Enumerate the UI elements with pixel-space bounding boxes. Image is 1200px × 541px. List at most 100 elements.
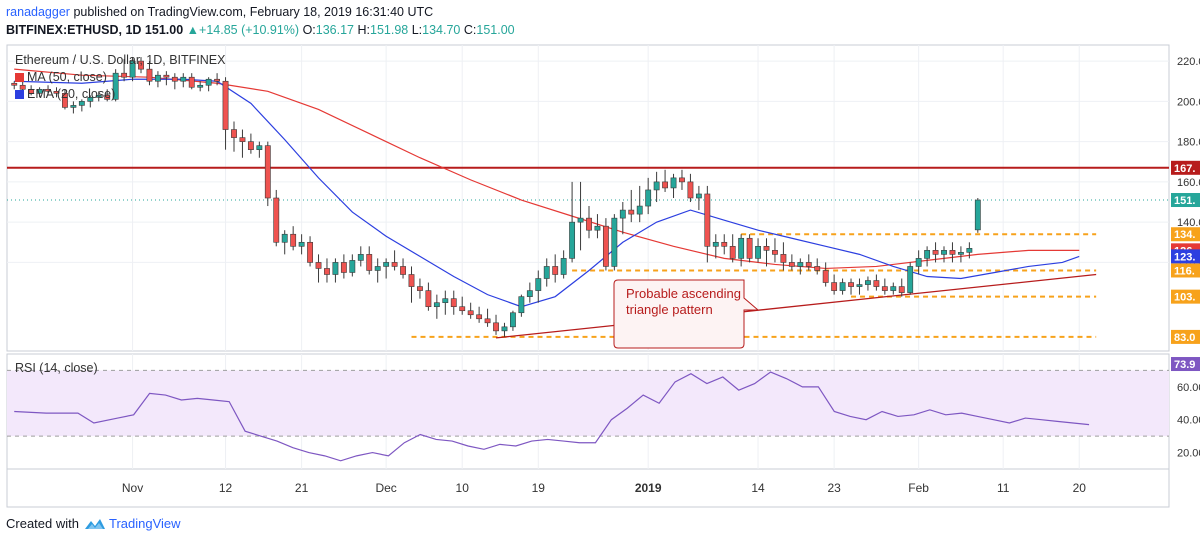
candle-body [433,302,440,308]
candle-body [924,250,931,259]
candle-body [493,322,499,332]
price-label-box [1171,249,1200,264]
legend-rsi: RSI (14, close) [15,361,98,375]
candle-body [467,310,474,316]
candle-body [129,60,136,78]
candle-body [53,91,60,94]
rsi-band [7,370,1169,437]
candle-body [839,282,846,291]
candle-body [408,274,415,287]
candle-body [822,270,829,283]
open-label: O: [302,23,316,37]
candle-body [154,74,161,82]
last-price: 151.00 [144,23,184,37]
low-label: L: [411,23,423,37]
x-tick-label: 23 [827,481,841,495]
candle-body [729,246,736,259]
candle-body [112,72,119,100]
x-tick-label: 2019 [635,481,662,495]
candle-body [45,88,51,92]
candle-body [619,209,626,219]
chart-area[interactable]: Nov 12 21 Dec 10 19 2019 14 23 Feb 11 20 220.00 200.0… [6,44,1200,509]
candle-body [805,262,812,267]
price-label-box [1171,160,1200,175]
candle-body [755,246,761,259]
candle-body [214,78,221,82]
price-label-text: 151. [1174,195,1195,207]
candle-body [400,266,406,275]
candle-body [104,95,111,100]
candle-body [543,266,550,279]
candle-body [78,101,85,106]
candle-body [442,298,449,303]
candle-body [70,105,77,108]
candle-body [476,314,483,320]
price-change-value: +14.85 (+10.91%) [199,23,300,37]
candle-body [383,262,390,267]
candle-body [848,282,854,287]
price-label-text: 83.0 [1174,332,1195,344]
candle-body [788,262,795,267]
candle-body [307,241,313,263]
footer-brand[interactable]: TradingView [108,516,181,531]
candle-body [459,306,466,312]
x-tick-label: 19 [532,481,546,495]
candle-body [662,181,668,189]
author-link[interactable]: ranadagger [6,5,70,19]
candle-body [552,266,559,275]
close-label: C: [463,23,477,37]
candle-body [315,262,322,269]
legend-ma: MA (50, close) [27,70,107,84]
candle-body [746,237,753,259]
candle-body [171,76,178,82]
candle-body [138,60,144,70]
candle-body [188,76,195,88]
candle-body [417,286,423,291]
candle-body [273,197,280,243]
price-label-text: 116. [1174,265,1195,277]
candle-body [704,193,711,247]
close-value: 151.00 [476,23,515,37]
candle-body [941,250,947,255]
price-label-box [1171,227,1200,242]
annotation-callout[interactable]: Probable ascending triangle pattern [613,279,760,349]
candle-body [932,250,939,255]
candle-body [349,260,356,273]
candle-body [772,250,778,255]
publish-header: ranadagger published on TradingView.com,… [6,5,433,19]
price-chart[interactable]: Nov 12 21 Dec 10 19 2019 14 23 Feb 11 20 220.00 200.0… [6,44,1200,509]
candle-body [865,280,871,285]
rsi-tick-label: 40.00 [1177,415,1200,427]
candle-body [763,246,770,251]
candle-body [890,286,897,291]
price-label-text: 123. [1174,251,1195,263]
candle-body [653,181,660,191]
high-value: 151.98 [370,23,409,37]
ema20-line [14,78,1080,308]
time-axis[interactable] [6,468,1170,508]
candle-body [687,181,694,199]
price-pane [6,44,1170,352]
candle-body [324,268,330,275]
candle-body [366,254,373,271]
candle-body [197,84,204,88]
candle-body [180,76,187,82]
y-tick-label: 180.00 [1177,137,1200,149]
candle-body [357,254,364,261]
candle-body [915,258,922,267]
x-tick-label: Dec [375,481,396,495]
candle-body [679,177,685,183]
candle-body [231,129,237,138]
candle-body [974,199,981,231]
tradingview-logo-icon [84,518,105,529]
annotation-line-1: Probable ascending [626,286,741,301]
candle-body [636,205,643,215]
candle-body [721,241,728,247]
candle-body [738,237,745,259]
candle-body [577,217,584,223]
low-value: 134.70 [422,23,461,37]
price-label-text: 134. [1174,229,1195,241]
candle-body [670,177,677,189]
candle-body [881,286,888,291]
price-label-text: 103. [1174,292,1195,304]
